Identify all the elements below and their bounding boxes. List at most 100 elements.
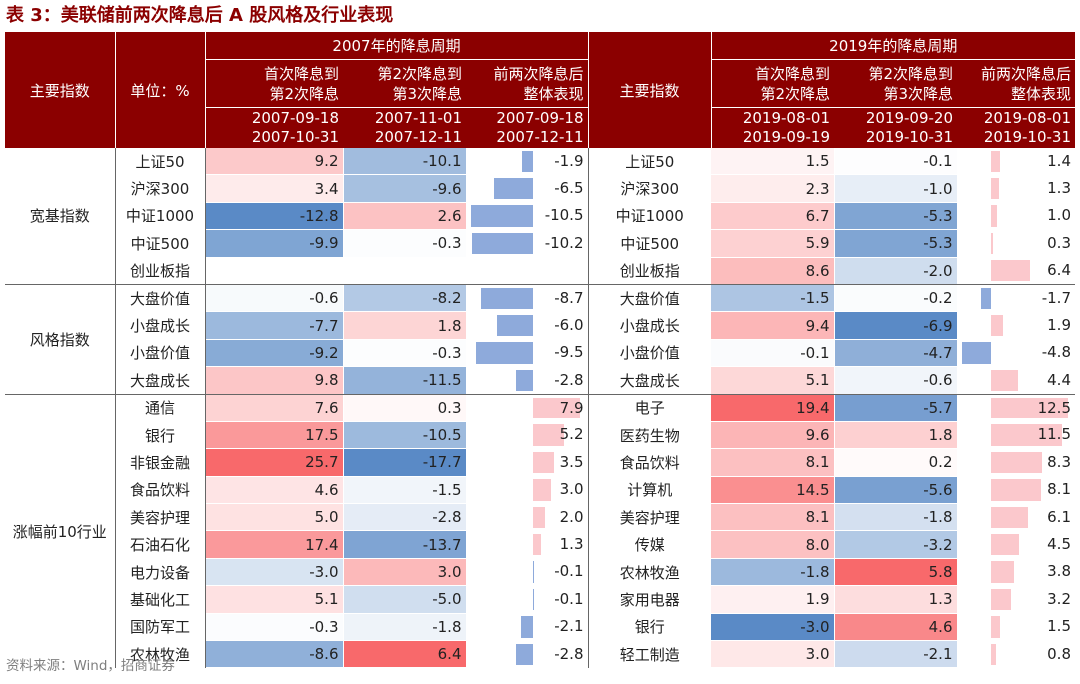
heat-cell: -7.7	[205, 311, 344, 340]
index-name-2007: 小盘成长	[115, 311, 206, 340]
index-name-2019: 大盘价值	[619, 289, 680, 308]
data-bar	[532, 561, 534, 583]
data-bar	[533, 479, 552, 501]
heat-cell: 4.6	[834, 613, 958, 642]
bar-value: 4.4	[1047, 370, 1071, 389]
heat-cell: -1.8	[711, 558, 835, 587]
index-name-2019: 家用电器	[619, 590, 680, 609]
data-bar-cell: 8.3	[957, 449, 1075, 476]
data-bar-cell: -1.9	[466, 148, 589, 175]
data-bar	[990, 151, 1000, 172]
index-name-2007: 创业板指	[115, 257, 206, 285]
heat-cell	[343, 257, 467, 285]
bar-value: 0.3	[1047, 233, 1071, 252]
data-bar-cell: -1.7	[957, 284, 1075, 311]
header-col-label: 前两次降息后 整体表现	[466, 59, 589, 108]
data-bar	[990, 616, 1001, 638]
bar-value: 3.2	[1047, 589, 1071, 608]
data-bar	[990, 314, 1003, 337]
data-bar	[533, 533, 541, 556]
data-bar	[521, 151, 534, 172]
index-name-2019: 传媒	[634, 536, 665, 555]
index-name-2019: 中证1000	[615, 207, 684, 226]
data-bar-cell: 3.2	[957, 586, 1075, 613]
bar-value: 1.4	[1047, 152, 1071, 170]
header-date-range: 2019-08-01 2019-09-19	[711, 107, 834, 148]
heat-cell: 5.9	[711, 229, 835, 258]
table-row: 银行 17.5 -10.5 5.2 医药生物 9.6 1.8 11.5	[5, 421, 1075, 450]
index-name-2019: 上证50	[625, 152, 675, 171]
table-row: 食品饮料 4.6 -1.5 3.0 计算机 14.5 -5.6 8.1	[5, 476, 1075, 505]
bar-value: -2.8	[554, 644, 584, 663]
data-bar	[990, 643, 996, 665]
heat-cell: 8.1	[711, 448, 835, 477]
bar-value: 1.0	[1047, 206, 1071, 225]
data-bar-cell: -2.8	[466, 366, 589, 395]
data-bar-cell: 8.1	[957, 476, 1075, 503]
data-bar-cell: 4.5	[957, 531, 1075, 558]
heat-cell: -3.0	[711, 613, 835, 642]
group-label: 风格指数	[5, 284, 116, 395]
heat-cell: 6.4	[343, 640, 467, 669]
data-bar	[472, 232, 534, 255]
index-name-2019: 银行	[634, 618, 665, 637]
heat-cell: -0.3	[343, 229, 467, 258]
data-bar-cell: 4.4	[957, 366, 1075, 395]
data-bar-cell: 1.0	[957, 202, 1075, 229]
data-bar-cell: 1.9	[957, 312, 1075, 339]
data-bar-cell: 5.2	[466, 421, 589, 449]
heat-cell: 6.7	[711, 202, 835, 231]
heat-cell: 1.5	[711, 148, 835, 176]
header-main-index-2: 主要指数	[588, 32, 712, 148]
bar-value: 6.1	[1047, 507, 1071, 526]
header-date-range: 2007-09-18 2007-12-11	[466, 107, 589, 148]
table-row: 涨幅前10行业 通信 7.6 0.3 7.9 电子 19.4 -5.7 12.5	[5, 394, 1075, 668]
bar-value: -4.8	[1041, 343, 1071, 362]
bar-value: -1.9	[554, 152, 584, 170]
index-name-2007: 小盘价值	[115, 339, 206, 367]
index-name-2019: 沪深300	[620, 180, 680, 199]
data-bar	[990, 397, 1068, 419]
index-name-2019: 大盘成长	[588, 366, 711, 395]
index-name-2007: 上证50	[115, 148, 206, 175]
bar-value: 2.0	[559, 507, 584, 526]
heat-cell: 5.1	[711, 366, 835, 395]
heat-cell: 3.0	[711, 640, 835, 669]
data-bar-cell: 6.1	[957, 504, 1075, 531]
data-bar	[533, 506, 546, 528]
index-name-2019: 美容护理	[619, 508, 680, 527]
data-bar-cell: -0.1	[466, 558, 589, 586]
heat-cell: -11.5	[343, 366, 467, 395]
index-name-2007: 农林牧渔	[115, 640, 206, 668]
bar-value: -2.8	[554, 370, 584, 389]
index-name-2019: 计算机	[627, 481, 673, 500]
data-bar-cell: -10.2	[466, 229, 589, 258]
heat-cell: 7.6	[205, 394, 344, 422]
heat-cell: -1.8	[343, 613, 467, 642]
rate-cut-performance-table: 主要指数 单位：% 2007年的降息周期 主要指数 2019年的降息周期 首次降…	[5, 32, 1075, 669]
data-bar-cell: 3.8	[957, 558, 1075, 585]
group-label: 宽基指数	[5, 148, 116, 285]
heat-cell: -12.8	[205, 202, 344, 231]
table-row: 大盘成长 9.8 -11.5 -2.8 大盘成长 5.1 -0.6 4.4	[5, 366, 1075, 395]
heat-cell: 17.4	[205, 530, 344, 559]
index-name-2007: 基础化工	[115, 585, 206, 614]
table-row: 中证1000 -12.8 2.6 -10.5 中证1000 6.7 -5.3 1.0	[5, 202, 1075, 231]
heat-cell: 5.8	[834, 558, 958, 587]
index-name-2007: 沪深300	[115, 174, 206, 203]
index-name-2007: 非银金融	[115, 448, 206, 477]
heat-cell: 0.2	[834, 448, 958, 477]
data-bar	[532, 588, 534, 611]
index-name-2007: 国防军工	[115, 613, 206, 641]
table-row: 风格指数 大盘价值 -0.6 -8.2 -8.7 大盘价值 -1.5 -0.2 -1.7	[5, 284, 1075, 395]
data-bar-cell: 1.4	[957, 148, 1075, 175]
data-bar	[990, 177, 999, 200]
bar-value: -8.7	[554, 288, 584, 307]
data-bar	[533, 397, 581, 419]
bar-value: 3.8	[1047, 562, 1071, 581]
header-col-label: 前两次降息后 整体表现	[957, 59, 1075, 108]
heat-cell: -8.6	[205, 640, 344, 669]
table-row: 小盘价值 -9.2 -0.3 -9.5 小盘价值 -0.1 -4.7 -4.8	[5, 339, 1075, 368]
data-bar-cell: 1.3	[957, 175, 1075, 202]
bar-value: -0.1	[554, 562, 584, 581]
